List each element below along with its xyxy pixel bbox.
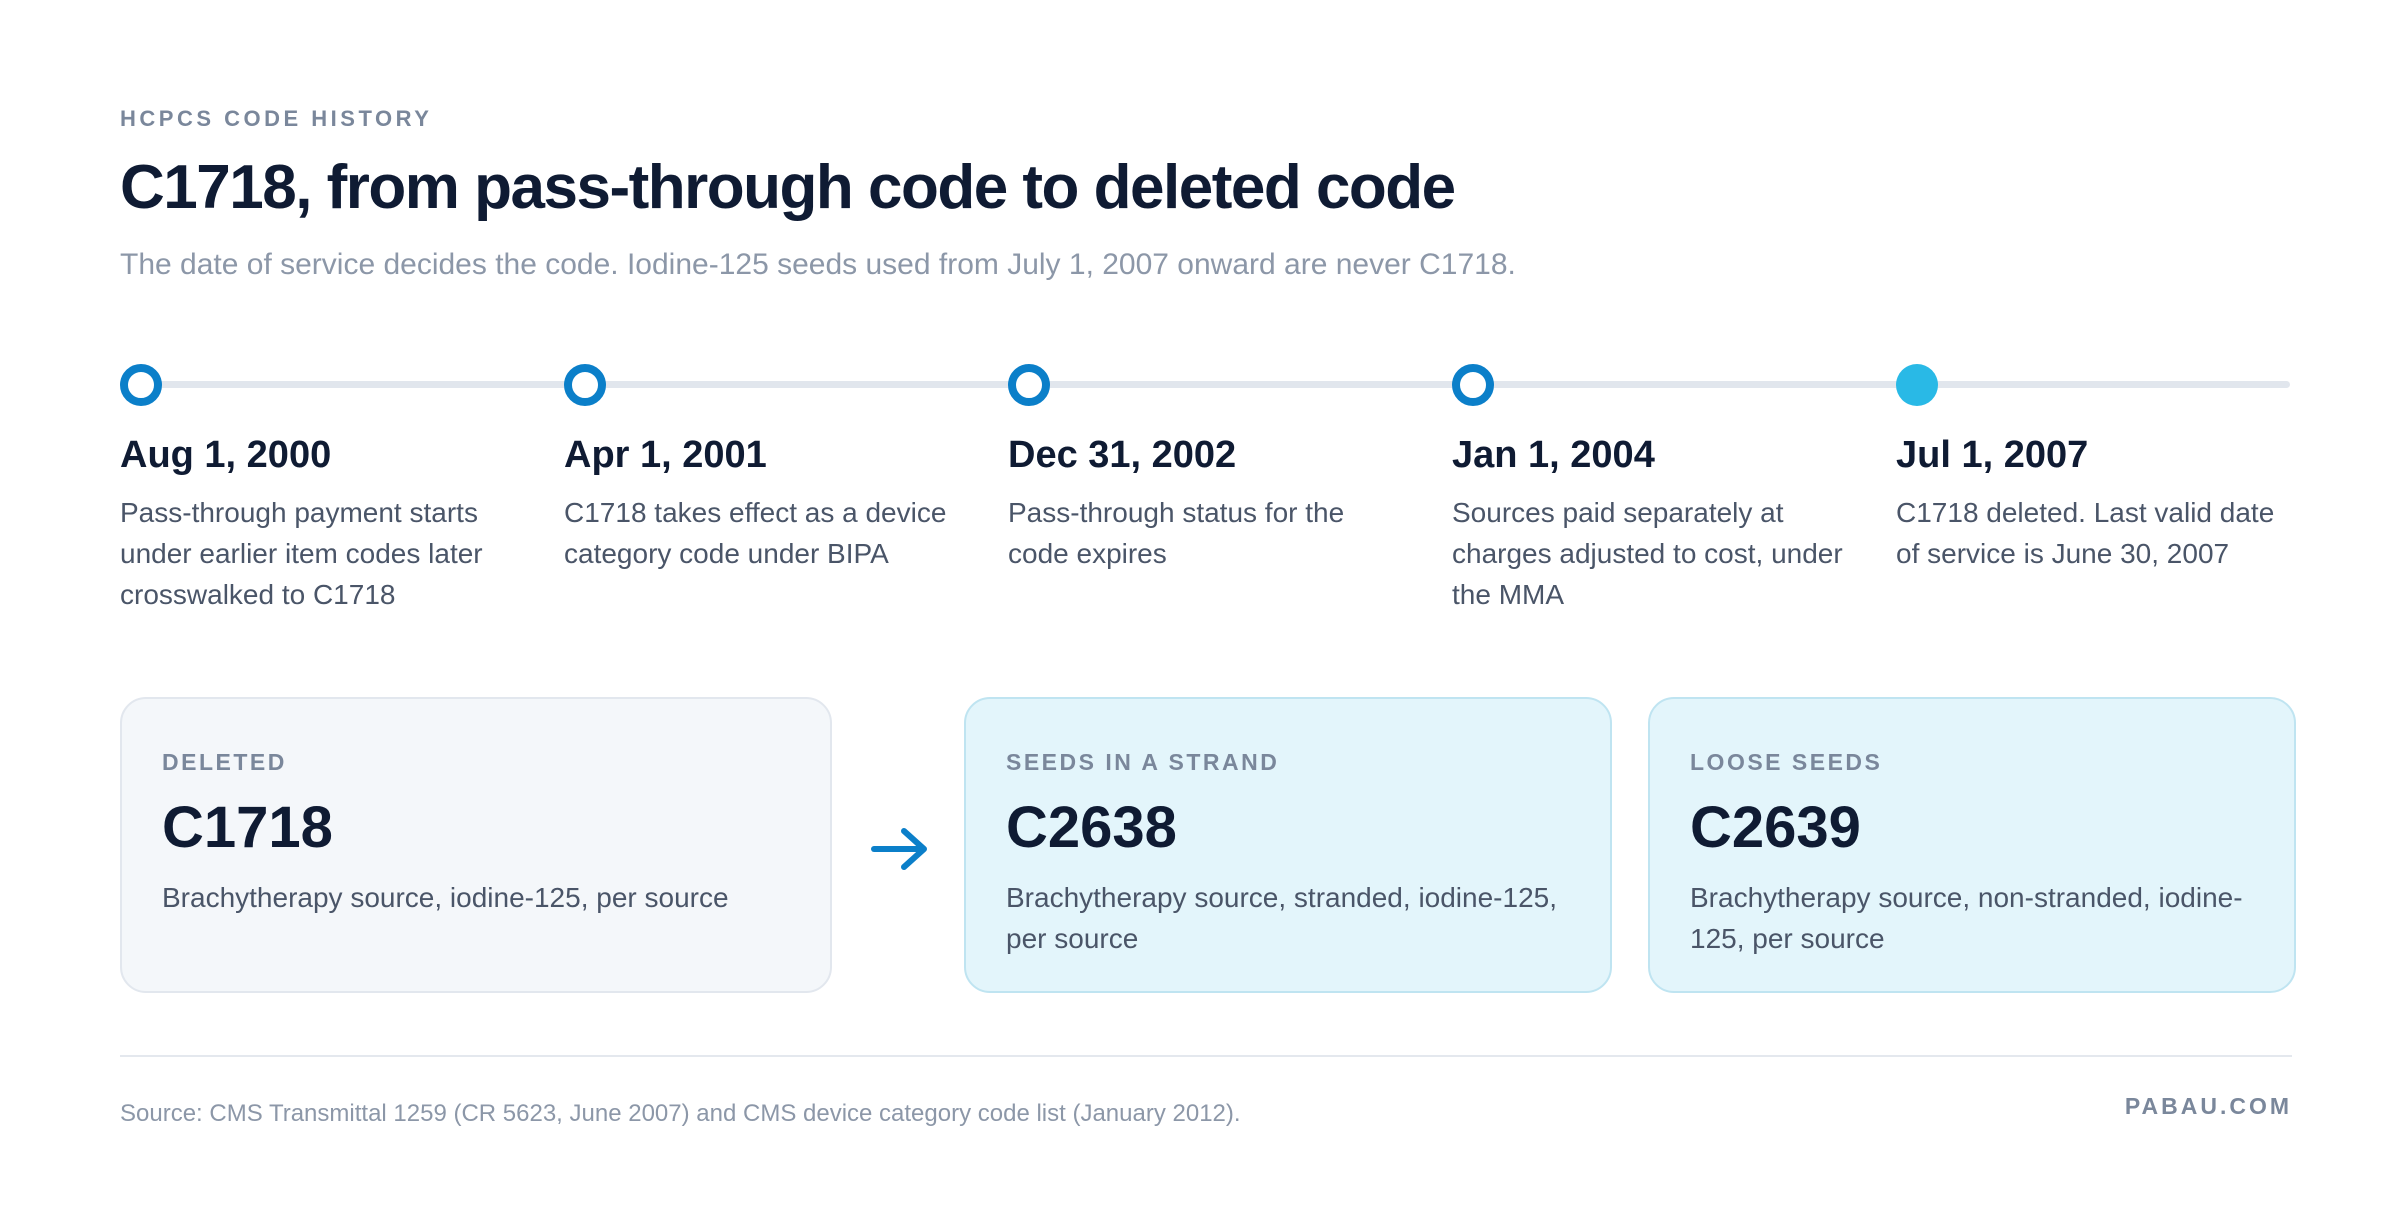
eyebrow-label: HCPCS CODE HISTORY: [120, 106, 433, 131]
card-description: Brachytherapy source, iodine-125, per so…: [162, 882, 729, 913]
card-kicker: DELETED: [162, 749, 287, 775]
card-description: Brachytherapy source, non-stranded, iodi…: [1690, 882, 2243, 954]
milestone-node: [564, 364, 606, 406]
card-code: C1718: [162, 795, 333, 860]
milestone-description: C1718 takes effect as a device category …: [564, 497, 947, 569]
footer-divider: [120, 1055, 2292, 1057]
milestone-node: [120, 364, 162, 406]
milestone-date: Dec 31, 2002: [1008, 434, 1237, 476]
card-code: C2638: [1006, 795, 1177, 860]
card-description: Brachytherapy source, stranded, iodine-1…: [1006, 882, 1557, 954]
card-kicker: LOOSE SEEDS: [1690, 749, 1883, 775]
brand-label: PABAU.COM: [2124, 1093, 2292, 1119]
card-code: C2639: [1690, 795, 1861, 860]
page-subtitle: The date of service decides the code. Io…: [120, 248, 1516, 281]
milestone-date: Apr 1, 2001: [564, 434, 767, 476]
milestone-date: Jan 1, 2004: [1452, 434, 1655, 476]
source-note: Source: CMS Transmittal 1259 (CR 5623, J…: [120, 1100, 1241, 1127]
milestone-node-current: [1896, 364, 1938, 406]
loose-seeds-card: LOOSE SEEDS C2639 Brachytherapy source, …: [1648, 697, 2296, 993]
deleted-code-card: DELETED C1718 Brachytherapy source, iodi…: [120, 697, 832, 993]
milestone-description: C1718 deleted. Last valid date of servic…: [1896, 497, 2275, 569]
arrow-right-icon: [871, 828, 927, 870]
page-title: C1718, from pass-through code to deleted…: [120, 153, 1456, 222]
card-kicker: SEEDS IN A STRAND: [1006, 749, 1280, 775]
milestone-node: [1452, 364, 1494, 406]
timeline: Aug 1, 2000 Pass-through payment starts …: [120, 360, 2292, 620]
milestone-description: Pass-through payment starts under earlie…: [120, 497, 483, 610]
stranded-seeds-card: SEEDS IN A STRAND C2638 Brachytherapy so…: [964, 697, 1612, 993]
milestone-description: Pass-through status for the code expires: [1008, 497, 1345, 569]
milestone-date: Aug 1, 2000: [120, 434, 332, 476]
milestone-node: [1008, 364, 1050, 406]
milestone-date: Jul 1, 2007: [1896, 434, 2089, 476]
page: HCPCS CODE HISTORY C1718, from pass-thro…: [120, 0, 2296, 1218]
milestone-description: Sources paid separately at charges adjus…: [1452, 497, 1843, 610]
timeline-track: [140, 381, 2290, 388]
